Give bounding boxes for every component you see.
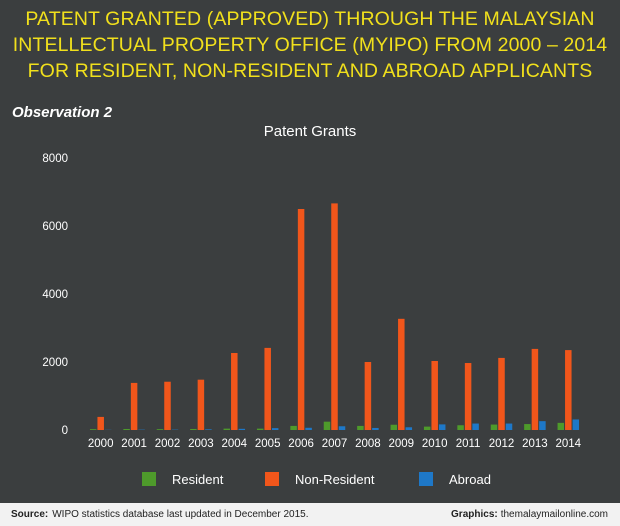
bar-non-resident <box>531 348 539 430</box>
footer-bar: Source: WIPO statistics database last upd… <box>0 503 620 526</box>
y-tick-label: 2000 <box>42 357 68 369</box>
legend-item-abroad: Abroad <box>419 470 491 488</box>
x-tick-label: 2005 <box>255 438 281 450</box>
bar-abroad <box>372 427 379 430</box>
source-label: Source: <box>11 509 49 520</box>
bar-abroad <box>405 427 413 430</box>
bar-non-resident <box>431 360 438 430</box>
bar-chart: 0 2000 4000 6000 8000 2000 2001 2002 2003 2004 200… <box>42 153 582 450</box>
legend-swatch-non-resident <box>265 472 279 486</box>
legend-label-abroad: Abroad <box>449 471 491 487</box>
source-text: WIPO statistics database last updated in… <box>52 509 309 520</box>
x-tick-label: 2012 <box>489 438 515 450</box>
bar-non-resident <box>164 381 171 430</box>
bar-non-resident <box>331 203 338 430</box>
legend-swatch-abroad <box>419 472 433 486</box>
bar-abroad <box>238 428 246 430</box>
y-tick-label: 0 <box>62 425 68 437</box>
x-tick-label: 2008 <box>355 438 381 450</box>
x-tick-label: 2006 <box>288 438 314 450</box>
x-tick-label: 2003 <box>188 438 214 450</box>
legend-swatch-resident <box>142 472 156 486</box>
bar-abroad <box>305 427 312 430</box>
x-tick-label: 2000 <box>88 438 114 450</box>
bar-non-resident <box>364 362 372 430</box>
bar-non-resident <box>565 350 572 430</box>
headline-line: INTELLECTUAL PROPERTY OFFICE (MYIPO) FRO… <box>12 34 608 56</box>
x-tick-label: 2001 <box>121 438 147 450</box>
bar-resident <box>557 422 565 430</box>
x-tick-label: 2014 <box>556 438 582 450</box>
bar-resident <box>223 428 231 430</box>
bar-abroad <box>438 424 446 430</box>
x-tick-label: 2010 <box>422 438 448 450</box>
y-tick-label: 4000 <box>42 289 68 301</box>
credit-label: Graphics: <box>451 509 498 520</box>
bar-non-resident <box>264 347 271 430</box>
bar-resident <box>156 429 164 430</box>
bar-non-resident <box>398 318 405 430</box>
legend-label-non-resident: Non-Resident <box>295 471 375 487</box>
y-tick-label: 8000 <box>42 153 68 165</box>
bar-resident <box>490 424 498 430</box>
bar-non-resident <box>498 357 505 430</box>
x-tick-label: 2004 <box>222 438 248 450</box>
headline: PATENT GRANTED (APPROVED) THROUGH THE MA… <box>0 6 620 84</box>
legend-item-non-resident: Non-Resident <box>265 470 375 488</box>
x-tick-label: 2007 <box>322 438 348 450</box>
y-tick-label: 6000 <box>42 221 68 233</box>
bar-non-resident <box>130 382 138 430</box>
observation-subtitle: Observation 2 <box>12 104 113 121</box>
headline-line: FOR RESIDENT, NON-RESIDENT AND ABROAD AP… <box>27 60 593 82</box>
legend-label-resident: Resident <box>172 471 224 487</box>
bar-resident <box>323 421 331 430</box>
bar-non-resident <box>97 416 104 430</box>
bar-abroad <box>505 423 513 430</box>
x-tick-label: 2013 <box>522 438 548 450</box>
bar-abroad <box>271 428 279 430</box>
bar-resident <box>390 424 398 430</box>
headline-line: PATENT GRANTED (APPROVED) THROUGH THE MA… <box>25 8 595 30</box>
bar-resident <box>357 425 364 430</box>
x-tick-label: 2002 <box>155 438 181 450</box>
bar-abroad <box>205 429 212 430</box>
bar-resident <box>524 424 531 430</box>
bar-non-resident <box>197 379 205 430</box>
graphics-credit: Graphics: themalaymailonline.com <box>451 509 608 520</box>
bar-resident <box>423 426 431 430</box>
chart-title: Patent Grants <box>263 123 357 140</box>
bar-resident <box>457 425 464 430</box>
bar-abroad <box>472 423 479 430</box>
bar-non-resident <box>297 209 305 430</box>
bar-non-resident <box>464 363 472 430</box>
bar-abroad <box>338 426 346 430</box>
bar-non-resident <box>231 352 238 430</box>
bar-resident <box>89 429 97 430</box>
x-tick-label: 2011 <box>456 438 481 450</box>
legend-item-resident: Resident <box>142 470 223 488</box>
credit-text: themalaymailonline.com <box>500 509 608 520</box>
bar-resident <box>123 428 130 430</box>
bar-resident <box>190 428 197 430</box>
bar-abroad <box>572 419 580 430</box>
bar-resident <box>256 428 264 430</box>
bar-resident <box>290 425 297 430</box>
source-note: Source: WIPO statistics database last upd… <box>11 509 308 520</box>
bar-abroad <box>539 421 546 430</box>
x-tick-label: 2009 <box>389 438 415 450</box>
